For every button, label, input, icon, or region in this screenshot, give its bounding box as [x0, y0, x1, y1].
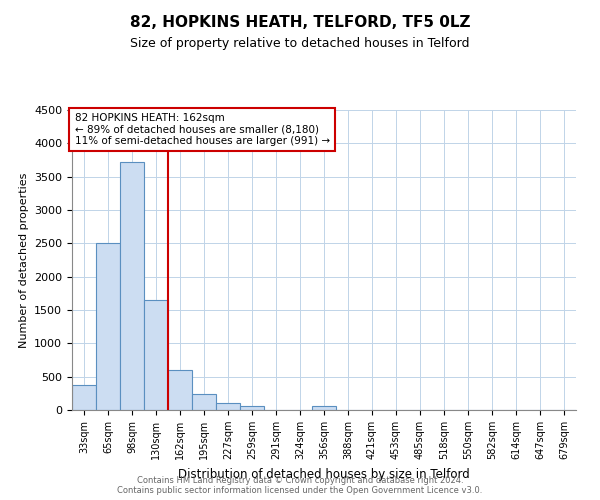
Text: 82, HOPKINS HEATH, TELFORD, TF5 0LZ: 82, HOPKINS HEATH, TELFORD, TF5 0LZ	[130, 15, 470, 30]
Bar	[192, 394, 216, 410]
X-axis label: Distribution of detached houses by size in Telford: Distribution of detached houses by size …	[178, 468, 470, 480]
Bar	[72, 384, 96, 410]
Bar	[312, 406, 336, 410]
Bar	[144, 300, 168, 410]
Bar	[216, 402, 240, 410]
Bar	[96, 244, 120, 410]
Bar	[168, 370, 192, 410]
Bar	[240, 406, 264, 410]
Text: 82 HOPKINS HEATH: 162sqm
← 89% of detached houses are smaller (8,180)
11% of sem: 82 HOPKINS HEATH: 162sqm ← 89% of detach…	[74, 113, 329, 146]
Text: Contains HM Land Registry data © Crown copyright and database right 2024.
Contai: Contains HM Land Registry data © Crown c…	[118, 476, 482, 495]
Text: Size of property relative to detached houses in Telford: Size of property relative to detached ho…	[130, 38, 470, 51]
Bar	[120, 162, 144, 410]
Y-axis label: Number of detached properties: Number of detached properties	[19, 172, 29, 348]
